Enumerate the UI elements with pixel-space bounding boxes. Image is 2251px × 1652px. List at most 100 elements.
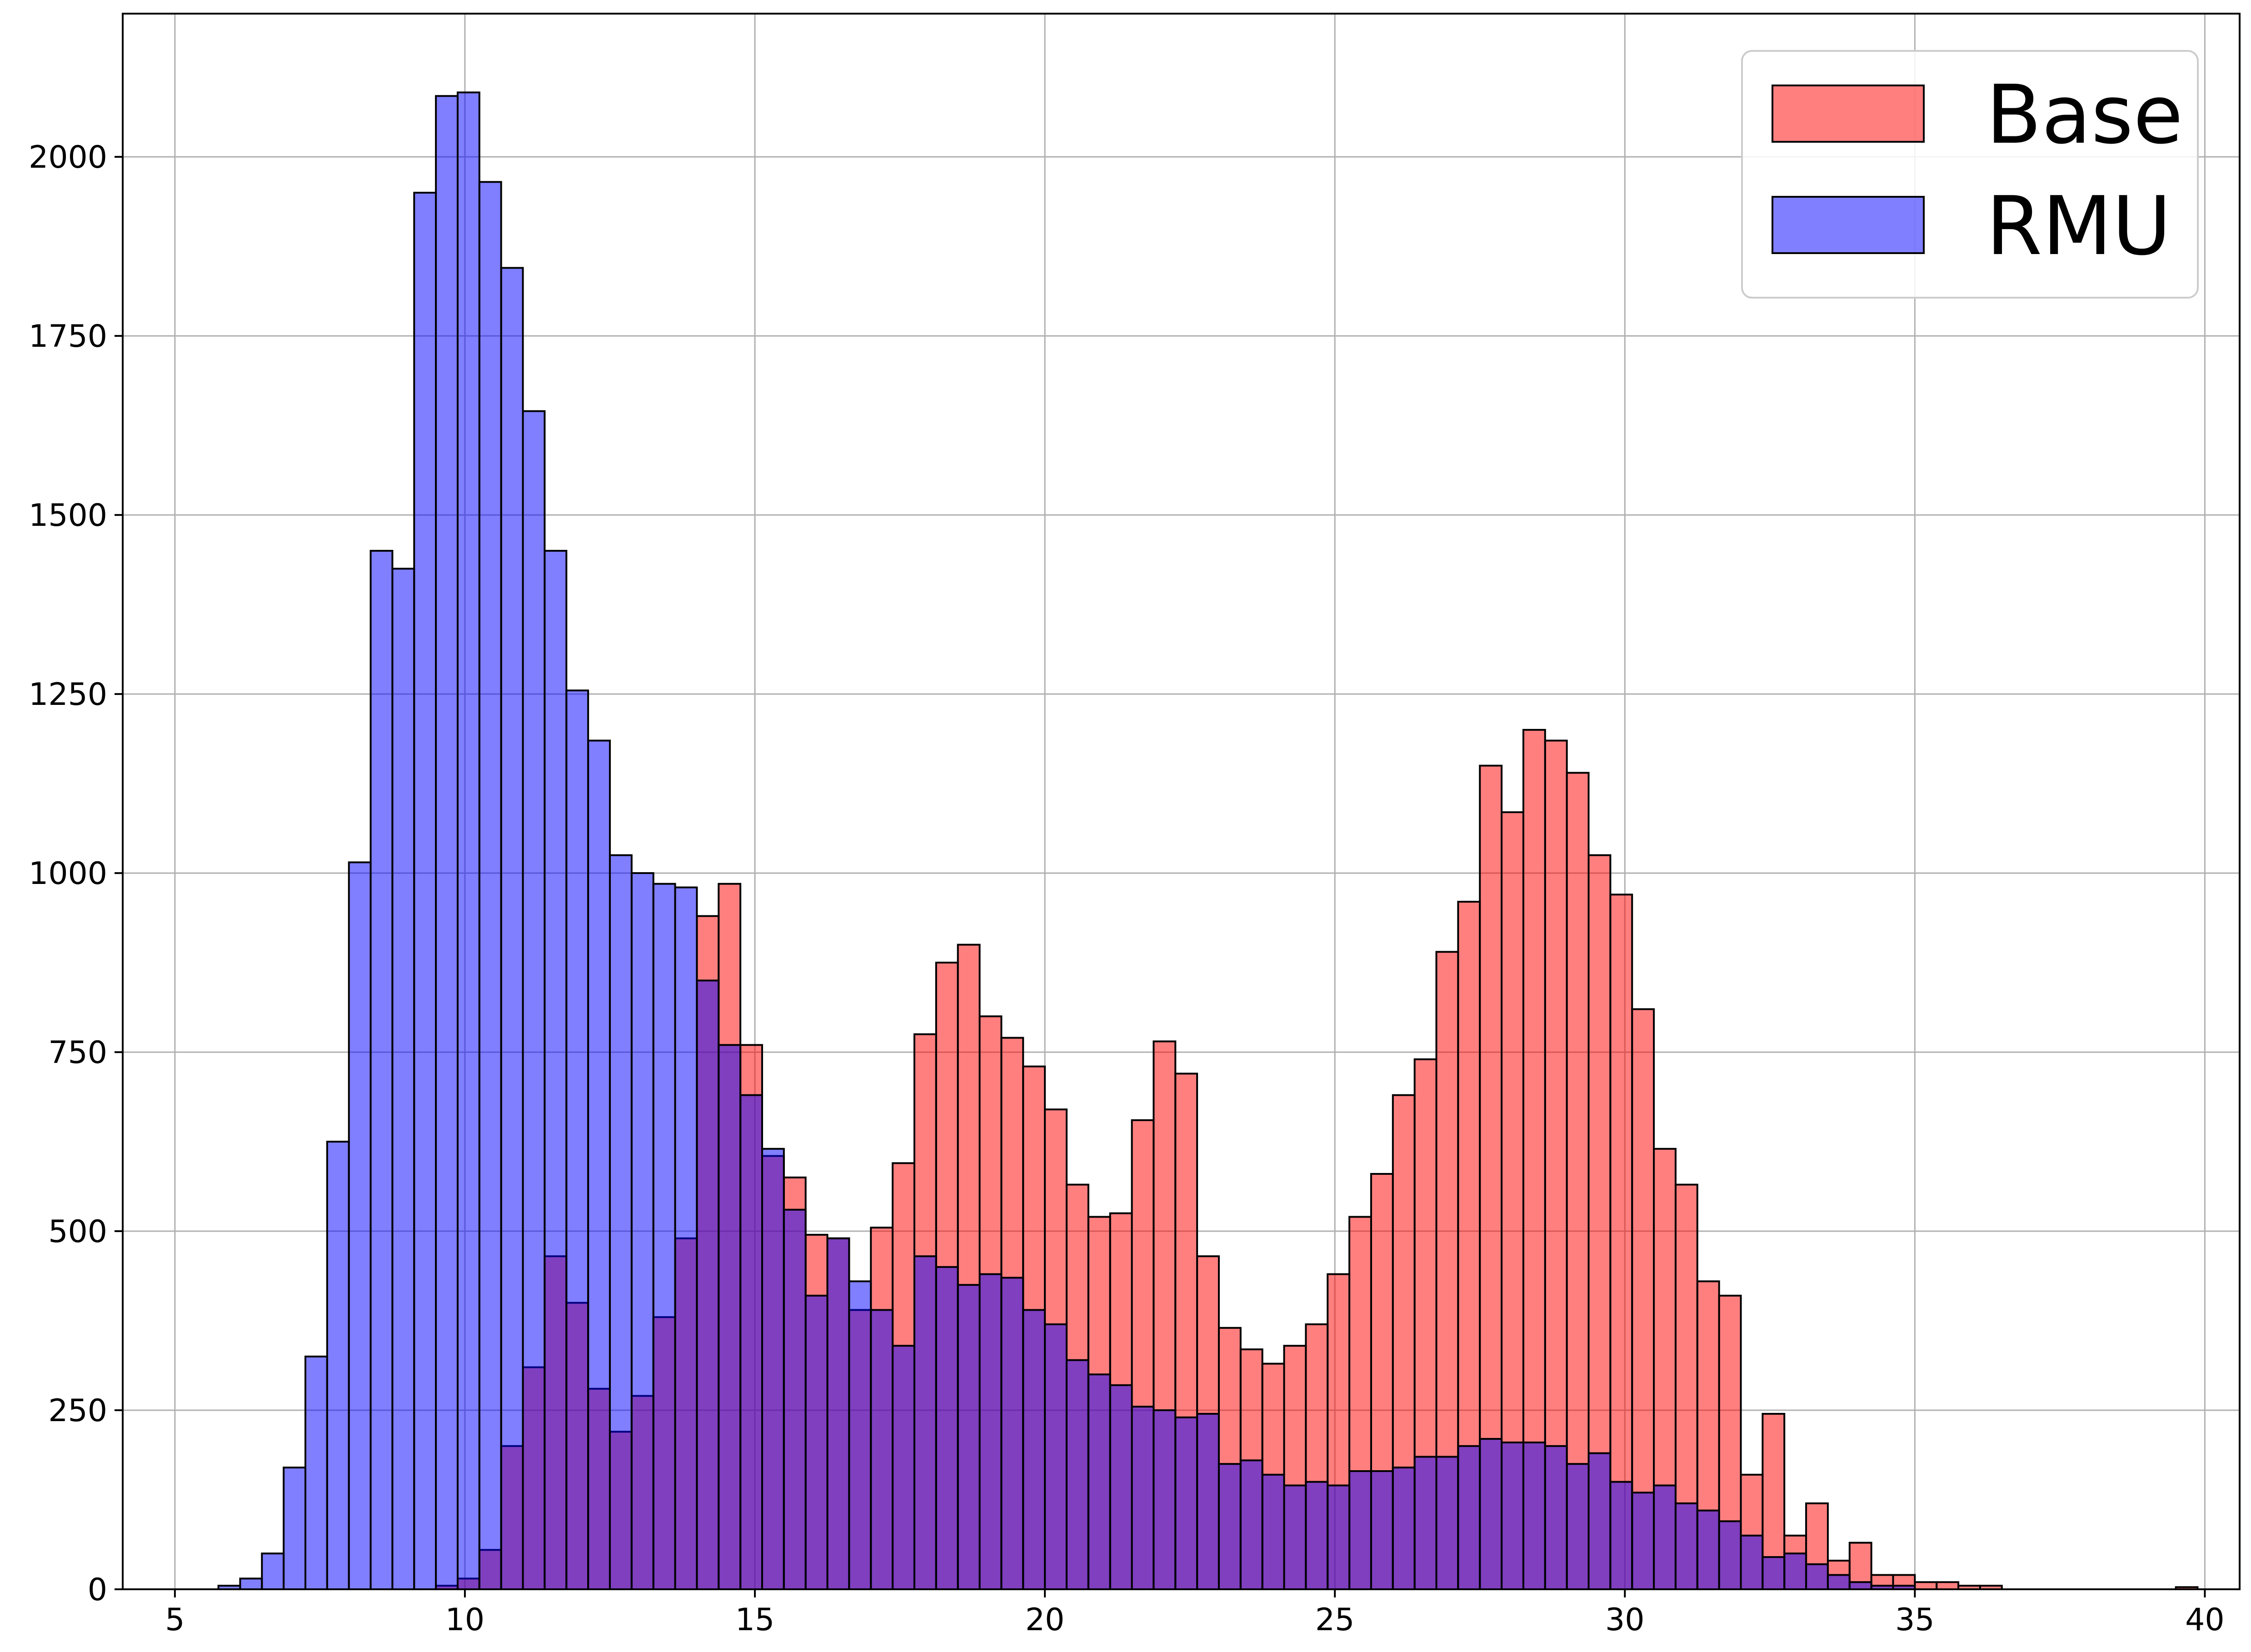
bar-rmu-18 xyxy=(609,854,633,1590)
bar-rmu-65 xyxy=(1631,1492,1655,1590)
bar-rmu-61 xyxy=(1544,1445,1568,1590)
y-tick-label-4: 1000 xyxy=(29,856,107,892)
axis-ticks: 5 10 15 20 25 30 35 40 0 250 500 750 1000 1250 1500 175… xyxy=(29,140,2225,1638)
y-tick-label-0: 0 xyxy=(88,1572,107,1608)
bar-rmu-46 xyxy=(1218,1463,1242,1590)
bar-rmu-16 xyxy=(565,689,589,1590)
bar-rmu-50 xyxy=(1305,1481,1329,1590)
bar-base-79 xyxy=(1936,1581,1960,1591)
bar-rmu-26 xyxy=(783,1208,807,1590)
bar-rmu-29 xyxy=(848,1280,872,1591)
bar-rmu-42 xyxy=(1131,1406,1155,1590)
bar-rmu-32 xyxy=(913,1255,937,1591)
x-tick-label-3: 20 xyxy=(1025,1602,1065,1638)
bar-rmu-68 xyxy=(1696,1509,1720,1590)
bar-rmu-37 xyxy=(1022,1309,1046,1591)
bar-rmu-69 xyxy=(1718,1520,1742,1590)
bar-rmu-71 xyxy=(1762,1556,1786,1590)
bar-rmu-25 xyxy=(761,1148,785,1590)
bar-rmu-57 xyxy=(1457,1445,1481,1590)
bar-rmu-43 xyxy=(1153,1409,1177,1590)
y-tick-label-7: 1750 xyxy=(29,319,107,354)
legend-label-base: Base xyxy=(1986,68,2183,162)
bar-rmu-34 xyxy=(957,1284,981,1590)
bar-rmu-9 xyxy=(413,191,437,1590)
bar-rmu-8 xyxy=(391,568,415,1590)
bar-rmu-67 xyxy=(1674,1502,1698,1590)
bar-rmu-52 xyxy=(1348,1470,1372,1591)
bar-rmu-72 xyxy=(1783,1552,1807,1591)
bar-rmu-58 xyxy=(1479,1438,1503,1590)
bar-rmu-49 xyxy=(1283,1484,1307,1590)
bar-rmu-13 xyxy=(500,267,524,1590)
bar-rmu-12 xyxy=(478,181,502,1590)
bar-rmu-48 xyxy=(1261,1473,1285,1590)
bar-base-62 xyxy=(1566,772,1590,1590)
y-tick-label-8: 2000 xyxy=(29,140,107,175)
bar-rmu-6 xyxy=(348,861,372,1590)
bar-rmu-27 xyxy=(804,1294,829,1590)
bar-rmu-62 xyxy=(1566,1463,1590,1590)
bar-rmu-10 xyxy=(435,95,459,1591)
bar-rmu-36 xyxy=(1000,1277,1024,1590)
bar-rmu-28 xyxy=(826,1237,850,1590)
x-tick-label-4: 25 xyxy=(1315,1602,1355,1638)
bar-rmu-31 xyxy=(892,1345,915,1590)
bar-rmu-2 xyxy=(261,1552,285,1591)
x-tick-label-1: 10 xyxy=(445,1602,485,1638)
bar-rmu-63 xyxy=(1587,1452,1612,1591)
bar-rmu-56 xyxy=(1435,1456,1459,1590)
x-tick-label-2: 15 xyxy=(735,1602,775,1638)
bar-rmu-59 xyxy=(1501,1441,1524,1591)
legend-swatch-base xyxy=(1772,85,1925,143)
bar-rmu-45 xyxy=(1196,1412,1220,1591)
y-tick-label-1: 250 xyxy=(48,1393,107,1429)
bar-rmu-3 xyxy=(283,1467,306,1590)
x-tick-label-6: 35 xyxy=(1895,1602,1935,1638)
legend-swatch-rmu xyxy=(1772,196,1925,254)
bar-rmu-20 xyxy=(652,883,676,1590)
bar-rmu-54 xyxy=(1392,1467,1416,1590)
bar-rmu-70 xyxy=(1740,1534,1764,1591)
bar-rmu-22 xyxy=(696,979,720,1590)
bar-rmu-64 xyxy=(1609,1481,1633,1590)
bar-rmu-74 xyxy=(1827,1574,1851,1591)
legend-label-rmu: RMU xyxy=(1986,179,2171,273)
bar-rmu-73 xyxy=(1805,1563,1829,1591)
x-tick-label-5: 30 xyxy=(1605,1602,1645,1638)
bar-base-78 xyxy=(1914,1581,1938,1591)
y-tick-label-6: 1500 xyxy=(29,498,107,534)
bar-rmu-14 xyxy=(522,410,546,1590)
x-tick-label-7: 40 xyxy=(2185,1602,2225,1638)
plot-frame xyxy=(122,13,2241,1590)
bar-rmu-75 xyxy=(1848,1581,1872,1591)
bar-rmu-24 xyxy=(739,1094,763,1591)
bar-rmu-38 xyxy=(1044,1323,1068,1590)
x-tick-label-0: 5 xyxy=(165,1602,185,1638)
bar-rmu-30 xyxy=(870,1309,894,1591)
bar-rmu-39 xyxy=(1065,1359,1089,1590)
bar-rmu-19 xyxy=(630,872,654,1590)
bar-rmu-23 xyxy=(718,1044,742,1590)
bar-rmu-60 xyxy=(1522,1441,1546,1591)
bar-rmu-15 xyxy=(544,549,568,1590)
bar-rmu-4 xyxy=(304,1355,328,1591)
y-tick-label-2: 500 xyxy=(48,1214,107,1250)
bar-rmu-53 xyxy=(1370,1470,1394,1591)
bar-rmu-51 xyxy=(1327,1484,1351,1590)
bar-rmu-33 xyxy=(935,1266,959,1590)
bar-rmu-7 xyxy=(369,549,394,1590)
bar-rmu-47 xyxy=(1239,1459,1263,1591)
bar-rmu-44 xyxy=(1174,1416,1198,1590)
bar-rmu-40 xyxy=(1087,1373,1111,1591)
legend: Base RMU xyxy=(1741,50,2199,299)
bar-rmu-41 xyxy=(1109,1384,1133,1591)
y-tick-label-5: 1250 xyxy=(29,677,107,713)
histogram-bars xyxy=(217,91,2199,1591)
bar-rmu-66 xyxy=(1653,1484,1677,1590)
bar-rmu-17 xyxy=(587,739,611,1590)
bar-rmu-11 xyxy=(456,91,480,1590)
bar-rmu-35 xyxy=(978,1273,1003,1591)
bar-rmu-5 xyxy=(326,1141,350,1591)
